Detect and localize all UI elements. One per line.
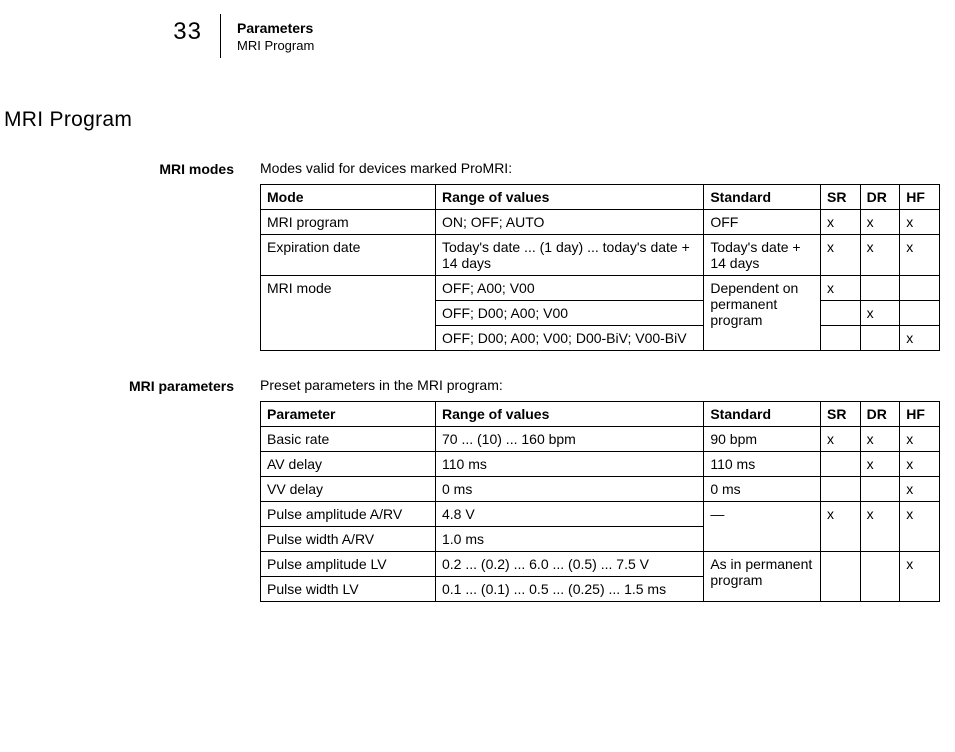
cell-dr: x [860, 502, 900, 552]
cell-hf: x [900, 326, 940, 351]
cell-sr [820, 552, 860, 602]
cell-mode: MRI mode [261, 276, 436, 351]
cell-hf: x [900, 235, 940, 276]
cell-param: Pulse width A/RV [261, 527, 436, 552]
cell-standard: — [704, 502, 821, 552]
cell-range: 0.2 ... (0.2) ... 6.0 ... (0.5) ... 7.5 … [436, 552, 704, 577]
cell-param: AV delay [261, 452, 436, 477]
cell-param: Basic rate [261, 427, 436, 452]
cell-range: 0.1 ... (0.1) ... 0.5 ... (0.25) ... 1.5… [436, 577, 704, 602]
cell-sr: x [820, 235, 860, 276]
col-dr: DR [860, 402, 900, 427]
cell-sr: x [820, 276, 860, 301]
cell-hf: x [900, 452, 940, 477]
cell-param: Pulse width LV [261, 577, 436, 602]
cell-standard: OFF [704, 210, 821, 235]
cell-standard: 90 bpm [704, 427, 821, 452]
modes-intro: Modes valid for devices marked ProMRI: [260, 160, 945, 176]
col-sr: SR [820, 185, 860, 210]
cell-dr [860, 326, 900, 351]
col-mode: Mode [261, 185, 436, 210]
cell-sr [820, 326, 860, 351]
cell-param: Pulse amplitude LV [261, 552, 436, 577]
cell-hf [900, 301, 940, 326]
cell-dr: x [860, 427, 900, 452]
cell-param: VV delay [261, 477, 436, 502]
col-standard: Standard [704, 402, 821, 427]
table-row: MRI program ON; OFF; AUTO OFF x x x [261, 210, 940, 235]
cell-range: 1.0 ms [436, 527, 704, 552]
cell-range: ON; OFF; AUTO [436, 210, 704, 235]
cell-sr [820, 477, 860, 502]
cell-hf: x [900, 477, 940, 502]
page-number: 33 [0, 14, 220, 58]
cell-standard: 0 ms [704, 477, 821, 502]
cell-param: Pulse amplitude A/RV [261, 502, 436, 527]
table-row: MRI mode OFF; A00; V00 Dependent on perm… [261, 276, 940, 301]
col-hf: HF [900, 185, 940, 210]
header-title: Parameters [237, 20, 314, 36]
cell-dr [860, 552, 900, 602]
cell-range: 70 ... (10) ... 160 bpm [436, 427, 704, 452]
cell-hf [900, 276, 940, 301]
col-standard: Standard [704, 185, 821, 210]
cell-sr [820, 301, 860, 326]
table-row: Expiration date Today's date ... (1 day)… [261, 235, 940, 276]
cell-sr: x [820, 427, 860, 452]
cell-range: OFF; D00; A00; V00 [436, 301, 704, 326]
col-parameter: Parameter [261, 402, 436, 427]
page-header: 33 Parameters MRI Program [0, 0, 955, 58]
section-mri-modes: MRI modes Modes valid for devices marked… [0, 160, 955, 351]
header-subtitle: MRI Program [237, 38, 314, 53]
cell-standard: Today's date + 14 days [704, 235, 821, 276]
section-label-modes: MRI modes [0, 160, 260, 351]
cell-sr: x [820, 210, 860, 235]
table-row: VV delay 0 ms 0 ms x [261, 477, 940, 502]
cell-range: OFF; A00; V00 [436, 276, 704, 301]
cell-sr: x [820, 502, 860, 552]
section-body-modes: Modes valid for devices marked ProMRI: M… [260, 160, 955, 351]
params-intro: Preset parameters in the MRI program: [260, 377, 945, 393]
col-hf: HF [900, 402, 940, 427]
col-dr: DR [860, 185, 900, 210]
main-heading: MRI Program [0, 108, 955, 132]
cell-standard: 110 ms [704, 452, 821, 477]
cell-dr: x [860, 301, 900, 326]
col-range: Range of values [436, 402, 704, 427]
cell-sr [820, 452, 860, 477]
cell-standard: As in permanent program [704, 552, 821, 602]
cell-standard: Dependent on permanent program [704, 276, 821, 351]
cell-hf: x [900, 210, 940, 235]
cell-hf: x [900, 552, 940, 602]
col-range: Range of values [436, 185, 704, 210]
params-table: Parameter Range of values Standard SR DR… [260, 401, 940, 602]
table-row: Pulse amplitude A/RV 4.8 V — x x x [261, 502, 940, 527]
cell-hf: x [900, 502, 940, 552]
section-body-params: Preset parameters in the MRI program: Pa… [260, 377, 955, 602]
modes-table: Mode Range of values Standard SR DR HF M… [260, 184, 940, 351]
col-sr: SR [820, 402, 860, 427]
cell-dr [860, 477, 900, 502]
cell-mode: Expiration date [261, 235, 436, 276]
table-row: AV delay 110 ms 110 ms x x [261, 452, 940, 477]
cell-dr: x [860, 452, 900, 477]
cell-range: Today's date ... (1 day) ... today's dat… [436, 235, 704, 276]
cell-range: 110 ms [436, 452, 704, 477]
table-header-row: Parameter Range of values Standard SR DR… [261, 402, 940, 427]
cell-hf: x [900, 427, 940, 452]
cell-dr: x [860, 235, 900, 276]
table-header-row: Mode Range of values Standard SR DR HF [261, 185, 940, 210]
cell-range: OFF; D00; A00; V00; D00-BiV; V00-BiV [436, 326, 704, 351]
cell-dr: x [860, 210, 900, 235]
cell-mode: MRI program [261, 210, 436, 235]
section-mri-parameters: MRI parameters Preset parameters in the … [0, 377, 955, 602]
cell-dr [860, 276, 900, 301]
table-row: Pulse amplitude LV 0.2 ... (0.2) ... 6.0… [261, 552, 940, 577]
cell-range: 0 ms [436, 477, 704, 502]
section-label-params: MRI parameters [0, 377, 260, 602]
header-text-block: Parameters MRI Program [221, 14, 314, 58]
table-row: Basic rate 70 ... (10) ... 160 bpm 90 bp… [261, 427, 940, 452]
cell-range: 4.8 V [436, 502, 704, 527]
